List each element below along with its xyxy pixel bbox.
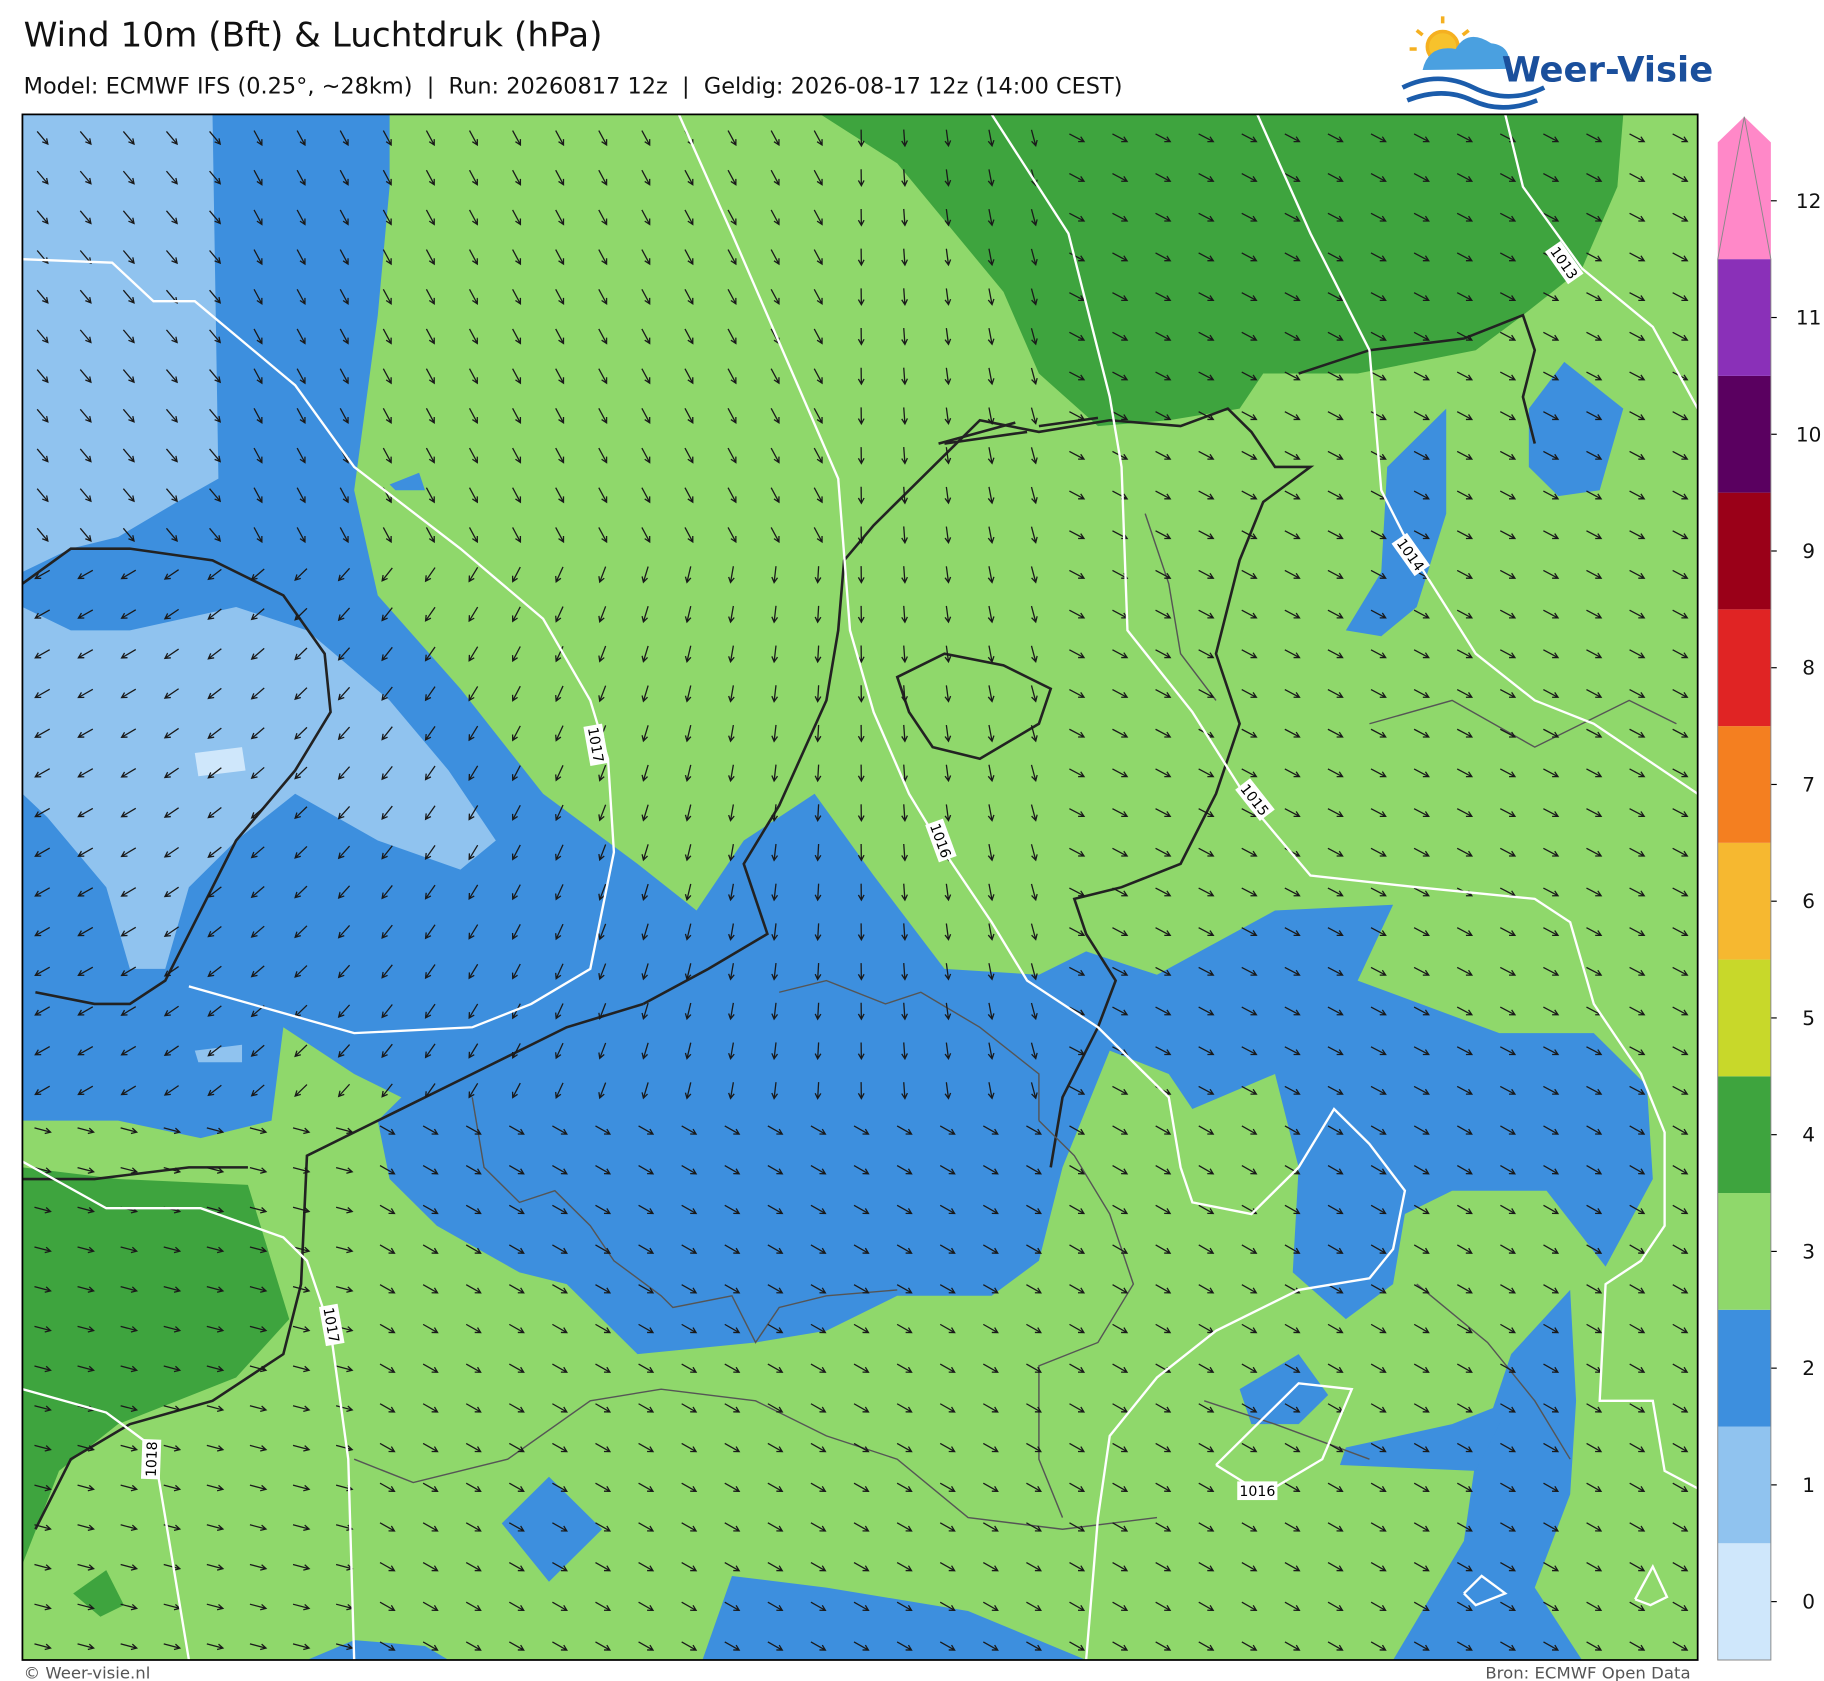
wind-class-2	[501, 1476, 603, 1582]
colorbar-segment	[1717, 1193, 1771, 1310]
colorbar-segment	[1717, 375, 1771, 493]
isobar	[1634, 1563, 1669, 1607]
logo-cloud	[1422, 36, 1510, 71]
isobar-label-bg	[318, 1303, 345, 1347]
isobar-label: 1018	[140, 1439, 162, 1480]
wind-arrows	[34, 129, 1689, 1651]
wind-class-2	[702, 1575, 1087, 1660]
logo-text: Weer-Visie	[1502, 50, 1714, 91]
colorbar-label: 12	[1796, 189, 1822, 213]
colorbar-segment	[1717, 1543, 1771, 1660]
colorbar-label: 2	[1802, 1356, 1815, 1380]
wind-class-2	[1528, 361, 1624, 497]
colorbar-label: 4	[1802, 1123, 1815, 1147]
wind-class-2	[389, 472, 426, 491]
wind-class-4	[820, 114, 1624, 427]
isobar-label: 1016	[1237, 1481, 1278, 1501]
isobar-label-bg	[1235, 778, 1275, 822]
title: Wind 10m (Bft) & Luchtdruk (hPa)	[24, 16, 603, 56]
colorbar-label: 5	[1802, 1006, 1815, 1030]
isobar-label-text: 1018	[144, 1441, 161, 1477]
isobar-label-bg	[925, 818, 957, 863]
wind-class-2	[1345, 408, 1447, 637]
colorbar-label: 0	[1802, 1590, 1815, 1614]
colorbar-segment	[1717, 1426, 1771, 1544]
colorbar-segment	[1717, 959, 1771, 1077]
isobar-label-text: 1017	[584, 726, 606, 764]
wind-class-1	[22, 114, 219, 573]
isobar	[1504, 114, 1698, 410]
isobar-label-bg	[1545, 241, 1584, 285]
colorbar-label: 6	[1802, 889, 1815, 913]
isobar-label-text: 1016	[1239, 1484, 1275, 1500]
wind-class-4	[73, 1570, 124, 1617]
wind-class-0	[194, 747, 246, 777]
colorbar-segment	[1717, 259, 1771, 376]
wind-class-4	[22, 1167, 290, 1565]
isobar-label-bg	[140, 1439, 162, 1480]
colorbar-label: 11	[1796, 306, 1822, 330]
colorbar-segment	[1717, 842, 1771, 960]
colorbar-label: 7	[1802, 773, 1815, 797]
footer-left: © Weer-visie.nl	[24, 1664, 151, 1681]
wind-class-2	[1393, 1289, 1582, 1660]
logo-waves	[1401, 76, 1546, 110]
isobar-label-bg	[1237, 1481, 1278, 1501]
isobar-label: 1017	[318, 1303, 345, 1347]
colorbar-frame	[1717, 116, 1772, 1661]
footer-right: Bron: ECMWF Open Data	[1485, 1664, 1690, 1681]
wind-class-1	[194, 1044, 243, 1063]
colorbar-label: 8	[1802, 656, 1815, 680]
isobar	[677, 114, 1407, 1660]
isobar-label-bg	[583, 723, 609, 766]
wind-arrow-field	[34, 129, 1689, 1651]
isobar	[22, 1160, 356, 1660]
isobar	[990, 114, 1698, 1490]
isobar-label-text: 1017	[319, 1306, 341, 1344]
colorbar-segment	[1717, 1309, 1771, 1427]
wind-class-2	[1339, 1400, 1512, 1471]
colorbar-segment	[1717, 492, 1771, 610]
colorbar-segment	[1717, 1076, 1771, 1194]
colorbar-label: 1	[1802, 1473, 1815, 1497]
colorbar-segment	[1717, 726, 1771, 843]
logo: Weer-Visie	[1401, 16, 1714, 110]
isobar	[1463, 1574, 1508, 1607]
isobar-label: 1017	[583, 723, 609, 766]
colorbar-segment	[1717, 609, 1771, 727]
colorbar-label: 9	[1802, 539, 1815, 563]
isobar	[22, 257, 616, 1035]
map-frame	[21, 113, 1699, 1661]
wind-class-1	[22, 607, 496, 969]
colorbar-label: 3	[1802, 1240, 1815, 1264]
wind-class-2	[1239, 1354, 1329, 1425]
colorbar-label: 10	[1796, 422, 1822, 446]
isobar-label-bg	[1391, 532, 1431, 577]
subtitle: Model: ECMWF IFS (0.25°, ~28km) | Run: 2…	[24, 74, 1123, 100]
wind-class-2	[22, 114, 1653, 1355]
colorbar-segment	[1717, 116, 1771, 260]
